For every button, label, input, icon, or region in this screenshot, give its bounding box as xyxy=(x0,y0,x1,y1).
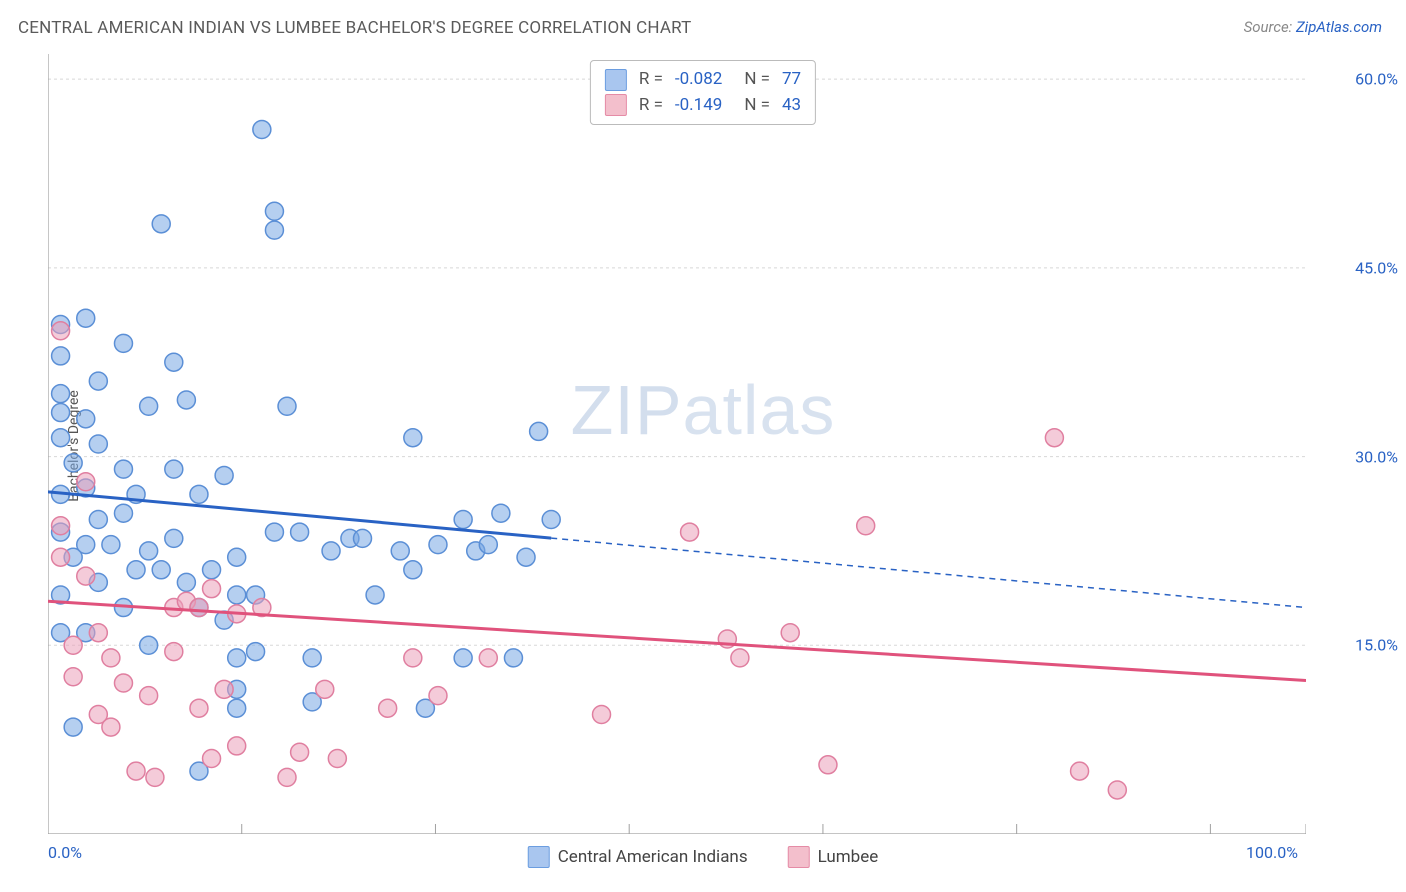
y-tick-label: 45.0% xyxy=(1355,258,1398,277)
legend-swatch xyxy=(605,94,627,116)
legend-r-value: -0.082 xyxy=(675,67,722,93)
chart-plot-area xyxy=(48,54,1306,834)
legend-swatch xyxy=(528,846,550,868)
legend-item: Central American Indians xyxy=(528,846,748,868)
y-tick-label: 30.0% xyxy=(1355,447,1398,466)
legend-r-value: -0.149 xyxy=(675,93,722,119)
legend-label: Central American Indians xyxy=(558,847,748,867)
x-tick-label: 0.0% xyxy=(48,843,82,862)
legend-swatch xyxy=(605,69,627,91)
legend-n-value: 43 xyxy=(782,93,801,119)
legend-r-label: R = xyxy=(639,67,663,93)
legend-swatch xyxy=(788,846,810,868)
source-label: Source: ZipAtlas.com xyxy=(1244,18,1382,36)
x-tick-label: 100.0% xyxy=(1246,843,1298,862)
legend-r-label: R = xyxy=(639,93,663,119)
legend-n-label: N = xyxy=(744,67,770,93)
legend-n-value: 77 xyxy=(782,67,801,93)
legend-label: Lumbee xyxy=(818,847,879,867)
correlation-legend: R = -0.082 N = 77 R = -0.149 N = 43 xyxy=(590,60,816,125)
legend-item: Lumbee xyxy=(788,846,879,868)
chart-title: CENTRAL AMERICAN INDIAN VS LUMBEE BACHEL… xyxy=(18,18,691,38)
y-tick-label: 60.0% xyxy=(1355,70,1398,89)
legend-n-label: N = xyxy=(744,93,770,119)
source-link[interactable]: ZipAtlas.com xyxy=(1296,18,1382,36)
y-tick-label: 15.0% xyxy=(1355,636,1398,655)
series-legend: Central American Indians Lumbee xyxy=(528,846,879,868)
